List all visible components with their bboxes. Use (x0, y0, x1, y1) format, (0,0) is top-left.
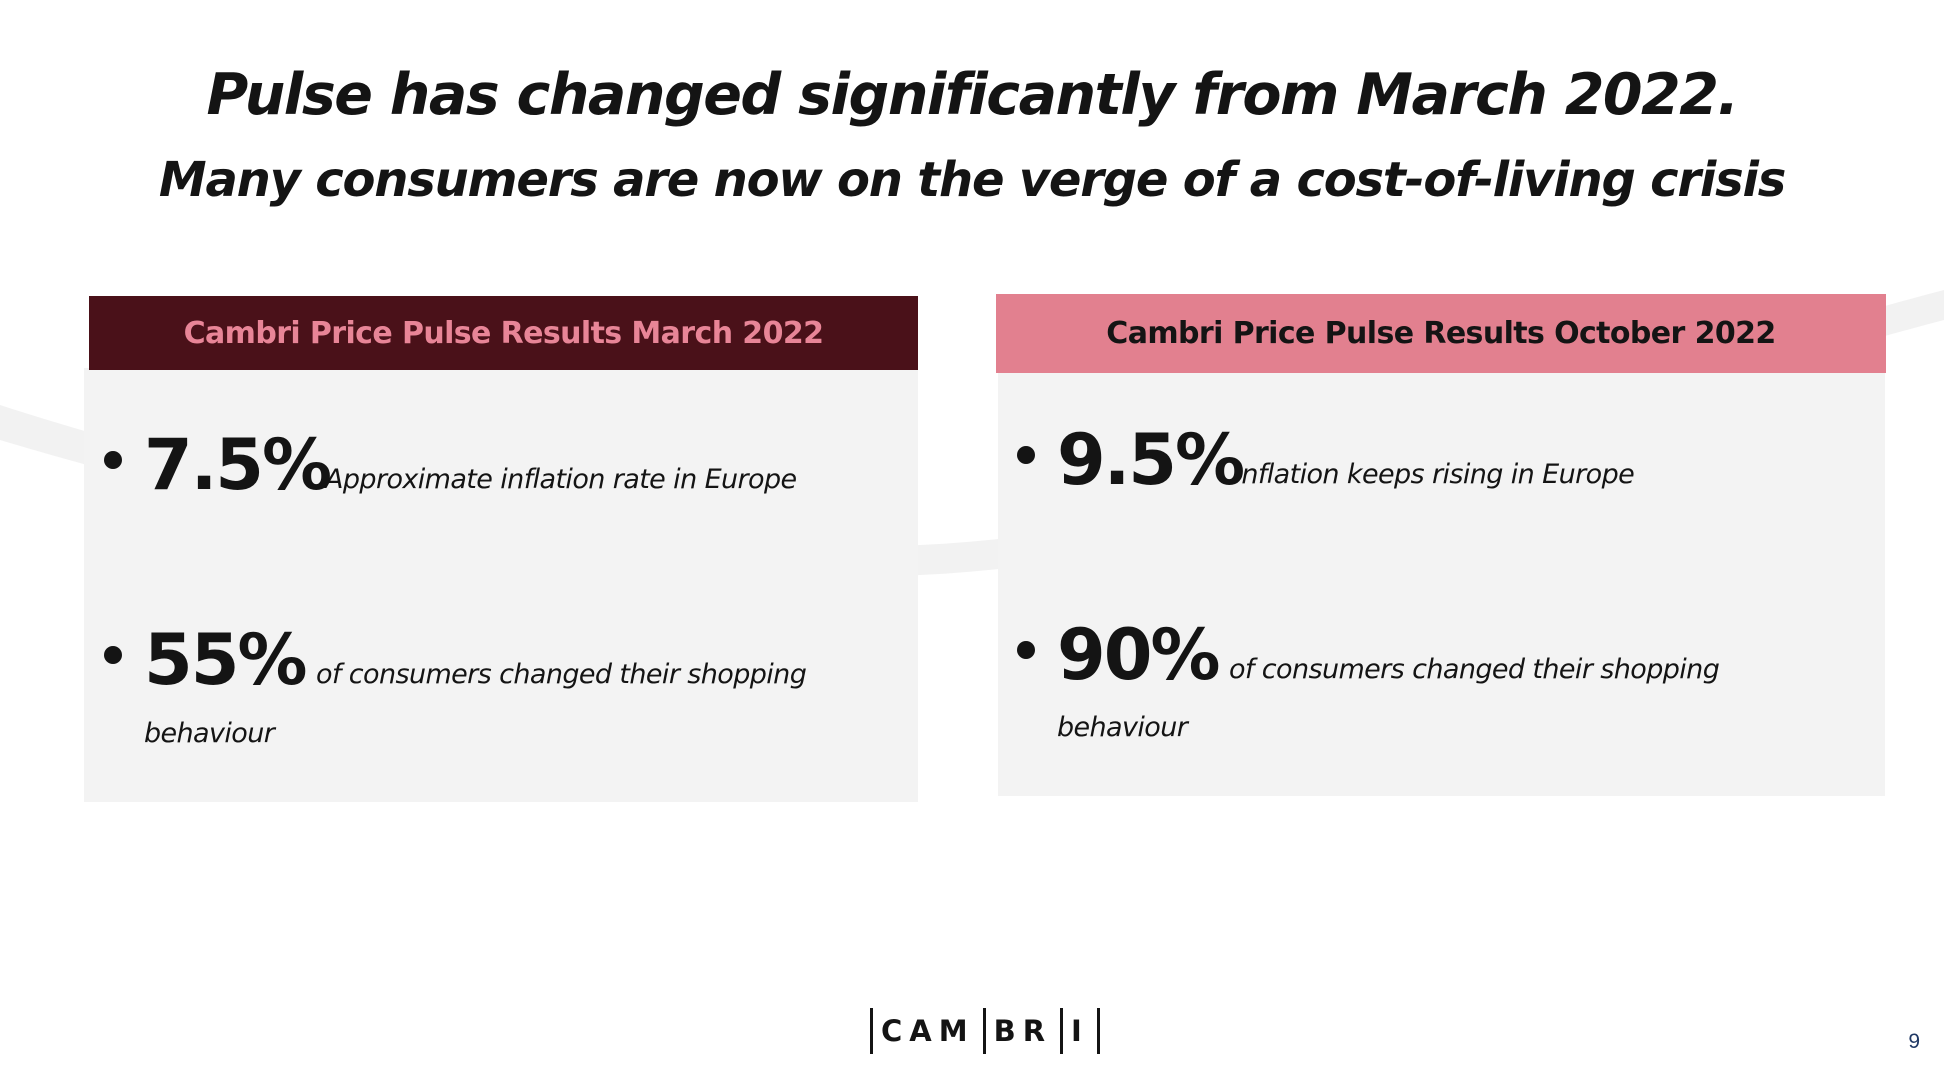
stat-description: of consumers changed their shopping (1229, 654, 1720, 685)
stat-value: 55% (144, 619, 308, 701)
panel-body (84, 368, 918, 802)
slide-subtitle: Many consumers are now on the verge of a… (158, 152, 1786, 208)
panel-body (998, 372, 1885, 796)
bullet-dot (1017, 641, 1035, 659)
panel-header: Cambri Price Pulse Results March 2022 (89, 296, 918, 370)
logo-segment: CAM (881, 1014, 975, 1048)
panel-header: Cambri Price Pulse Results October 2022 (996, 294, 1886, 373)
stat-description: Approximate inflation rate in Europe (325, 464, 797, 495)
logo-divider (982, 1008, 986, 1054)
cambri-logo: CAM BR I (862, 1008, 1108, 1054)
bullet-dot (104, 646, 122, 664)
logo-divider (870, 1008, 873, 1054)
stat-description-continued: behaviour (144, 718, 275, 749)
bullet-dot (104, 451, 122, 469)
stat-description-continued: behaviour (1057, 712, 1188, 743)
logo-divider (1096, 1008, 1100, 1054)
page-number: 9 (1908, 1030, 1920, 1053)
logo-segment: BR (993, 1014, 1053, 1048)
stat-description: of consumers changed their shopping (316, 659, 807, 690)
stat-value: 90% (1057, 614, 1221, 696)
logo-segment: I (1071, 1014, 1089, 1048)
slide-title: Pulse has changed significantly from Mar… (206, 62, 1739, 128)
bullet-dot (1017, 446, 1035, 464)
stat-value: 7.5% (144, 424, 332, 506)
logo-divider (1060, 1008, 1064, 1054)
stat-value: 9.5% (1057, 419, 1245, 501)
stat-description: Inflation keeps rising in Europe (1234, 459, 1635, 490)
